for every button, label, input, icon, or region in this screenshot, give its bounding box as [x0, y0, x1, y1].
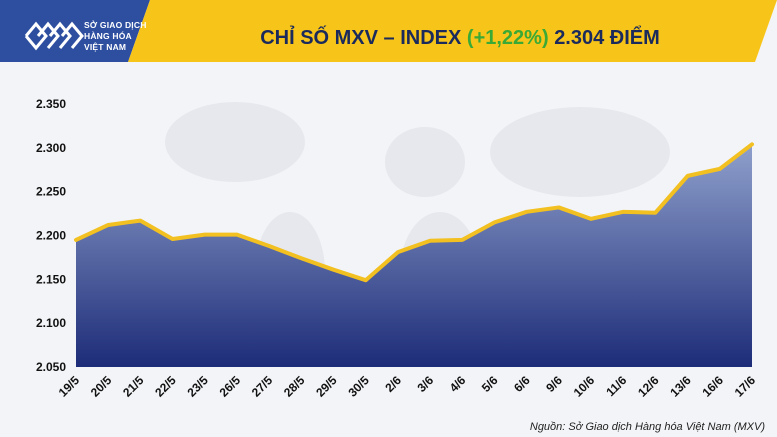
- data-point: [332, 268, 336, 272]
- header-title-panel: [128, 0, 777, 62]
- data-point: [460, 238, 464, 242]
- x-tick-label: 28/5: [281, 373, 308, 400]
- chart-title: CHỈ SỐ MXV – INDEX (+1,22%) 2.304 ĐIỂM: [180, 20, 740, 56]
- y-axis: 2.050 2.100 2.150 2.200 2.250 2.300 2.350: [36, 97, 66, 374]
- mxv-logo-icon: [24, 21, 84, 51]
- mxv-logo: SỞ GIAO DỊCH HÀNG HÓA VIỆT NAM: [14, 14, 164, 64]
- data-point: [525, 210, 529, 214]
- x-tick-label: 6/6: [511, 373, 533, 395]
- x-tick-label: 30/5: [345, 373, 372, 400]
- y-tick-label: 2.200: [36, 229, 66, 243]
- x-tick-label: 11/6: [603, 373, 629, 399]
- series-area: [76, 144, 752, 367]
- y-tick-label: 2.350: [36, 97, 66, 111]
- series-mxv-index: [74, 142, 754, 367]
- title-change: (+1,22%): [466, 27, 549, 49]
- x-tick-label: 27/5: [249, 373, 276, 400]
- data-point: [396, 250, 400, 254]
- data-point: [203, 233, 207, 237]
- data-point: [653, 211, 657, 215]
- title-main: CHỈ SỐ MXV – INDEX: [260, 27, 462, 49]
- data-point: [364, 278, 368, 282]
- data-point: [589, 217, 593, 221]
- data-point: [106, 223, 110, 227]
- data-point: [492, 220, 496, 224]
- y-tick-label: 2.150: [36, 272, 66, 286]
- x-tick-label: 26/5: [217, 373, 244, 400]
- x-axis: 19/5 20/5 21/5 22/5 23/5 26/5 27/5 28/5 29/5 30/5…: [56, 373, 759, 400]
- data-point: [750, 142, 754, 146]
- data-point: [718, 167, 722, 171]
- y-tick-label: 2.050: [36, 360, 66, 374]
- data-point: [686, 174, 690, 178]
- x-tick-label: 29/5: [313, 373, 340, 400]
- data-point: [299, 256, 303, 260]
- x-tick-label: 3/6: [415, 373, 437, 395]
- x-tick-label: 17/6: [732, 373, 759, 400]
- x-tick-label: 10/6: [571, 373, 598, 400]
- series-line: [74, 142, 754, 283]
- data-point: [267, 244, 271, 248]
- x-tick-label: 13/6: [667, 373, 694, 400]
- y-tick-label: 2.300: [36, 141, 66, 155]
- source-note: Nguồn: Sở Giao dịch Hàng hóa Việt Nam (M…: [529, 421, 765, 433]
- x-tick-label: 5/6: [479, 373, 501, 395]
- x-tick-label: 2/6: [382, 373, 404, 395]
- x-tick-label: 16/6: [700, 373, 727, 400]
- x-tick-label: 21/5: [120, 373, 147, 400]
- y-tick-label: 2.100: [36, 316, 66, 330]
- title-value: 2.304 ĐIỂM: [554, 27, 660, 49]
- x-tick-label: 9/6: [543, 373, 565, 395]
- x-tick-label: 19/5: [56, 373, 83, 400]
- x-tick-label: 12/6: [635, 373, 662, 400]
- data-point: [171, 237, 175, 241]
- data-point: [138, 219, 142, 223]
- data-point: [74, 238, 78, 242]
- data-point: [428, 239, 432, 243]
- x-tick-label: 20/5: [88, 373, 115, 400]
- x-tick-label: 22/5: [152, 373, 179, 400]
- data-point: [621, 210, 625, 214]
- data-point: [235, 233, 239, 237]
- y-tick-label: 2.250: [36, 185, 66, 199]
- logo-text-line-2: HÀNG HÓA: [84, 31, 132, 41]
- logo-text-line-3: VIỆT NAM: [84, 42, 127, 52]
- x-tick-label: 23/5: [184, 373, 211, 400]
- x-tick-label: 4/6: [447, 373, 469, 395]
- logo-text-line-1: SỞ GIAO DỊCH: [84, 20, 147, 30]
- area-chart: 2.050 2.100 2.150 2.200 2.250 2.300 2.350 19/5…: [36, 97, 759, 400]
- data-point: [557, 205, 561, 209]
